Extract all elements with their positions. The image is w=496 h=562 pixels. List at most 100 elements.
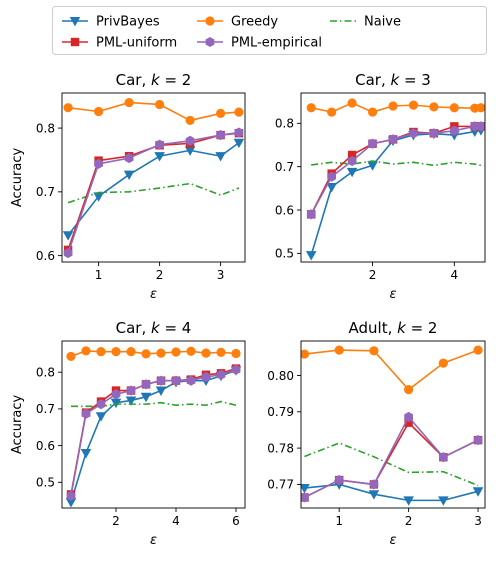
series-naive [71, 400, 237, 408]
series-line [304, 442, 479, 487]
data-point [438, 358, 448, 368]
series-line [304, 483, 479, 502]
data-point [155, 139, 164, 150]
series-line [310, 125, 481, 215]
data-point [438, 496, 449, 506]
series-line [70, 367, 237, 495]
chart-panel-3: Car, k = 4 2 4 6 0.5 0.6 0.7 0.8 ε Accuracy [10, 319, 246, 548]
data-point [438, 452, 448, 463]
series-line [311, 102, 481, 113]
data-point [126, 385, 136, 396]
data-point [367, 107, 378, 117]
data-point [449, 125, 459, 136]
data-point [124, 152, 134, 164]
data-point [388, 101, 398, 111]
data-point [216, 347, 226, 357]
data-point [369, 479, 379, 490]
series-greedy [306, 98, 485, 117]
data-point [125, 396, 137, 406]
data-point [185, 135, 195, 146]
chart-panel-1: Car, k = 2 1 2 3 0.6 0.7 0.8 ε Accuracy [10, 71, 246, 302]
data-point [473, 435, 483, 446]
data-point [347, 98, 357, 108]
y-tick-label: 0.7 [275, 160, 294, 174]
x-axis-label: ε [150, 533, 157, 548]
legend-marker [69, 16, 81, 27]
data-point [234, 107, 244, 117]
data-point [201, 348, 211, 358]
series-line [67, 182, 240, 204]
x-tick-label: 2 [112, 514, 120, 528]
y-tick-label: 0.6 [36, 439, 55, 453]
y-tick-label: 0.7 [36, 402, 55, 416]
data-point [186, 375, 196, 386]
x-axis-label: ε [389, 287, 396, 302]
x-tick-label: 3 [474, 514, 482, 528]
data-point [476, 103, 485, 113]
y-tick-label: 0.79 [267, 405, 294, 419]
series-pml-empirical [63, 127, 244, 259]
plot-area [301, 345, 484, 506]
y-tick-label: 0.8 [275, 117, 294, 131]
data-point [156, 348, 166, 358]
axes-frame [300, 340, 486, 509]
data-point [216, 369, 226, 380]
data-point [111, 347, 121, 357]
y-axis-label: Accuracy [10, 395, 25, 455]
data-point [62, 231, 74, 241]
y-tick-label: 0.8 [36, 365, 55, 379]
legend: PrivBayes Greedy Naive PML-uniform PML-empir… [52, 6, 487, 55]
data-point [201, 371, 211, 383]
legend-frame [52, 6, 487, 55]
series-pml-empirical [66, 364, 241, 501]
chart-panel-2: Car, k = 3 2 4 0.5 0.6 0.7 0.8 ε [275, 71, 486, 302]
series-line [68, 101, 239, 122]
data-point [346, 167, 358, 178]
y-tick-label: 0.5 [36, 476, 55, 490]
x-tick-label: 2 [369, 268, 377, 282]
data-point [326, 183, 337, 193]
data-point [185, 115, 195, 126]
legend-entry-naive: Naive [330, 15, 401, 30]
data-point [216, 130, 225, 141]
legend-label: Greedy [231, 15, 278, 30]
data-point [404, 411, 414, 422]
series-line [310, 129, 482, 256]
data-point [449, 103, 459, 113]
x-tick-label: 3 [217, 268, 225, 282]
legend-label: PML-empirical [231, 36, 322, 51]
data-point [368, 138, 377, 149]
data-point [327, 107, 337, 117]
series-greedy [301, 345, 483, 395]
data-point [140, 392, 152, 403]
y-axis-label: Accuracy [10, 148, 25, 208]
data-point [473, 345, 483, 355]
series-pml-uniform [66, 364, 241, 499]
legend-label: PrivBayes [96, 15, 160, 30]
data-point [126, 347, 136, 357]
series-line [70, 368, 237, 497]
data-point [306, 209, 316, 220]
chart-panel-4: Adult, k = 2 1 2 3 0.77 0.78 0.79 0.80 ε [267, 319, 486, 548]
data-point [154, 152, 165, 162]
data-point [301, 492, 309, 503]
data-point [409, 128, 418, 139]
data-point [369, 346, 379, 356]
legend-entry-privbayes: PrivBayes [62, 15, 160, 30]
y-tick-label: 0.77 [267, 478, 294, 492]
data-point [403, 496, 414, 506]
data-point [429, 128, 439, 139]
plot-area [305, 98, 485, 261]
data-point [429, 102, 439, 112]
data-point [94, 106, 104, 117]
data-point [63, 103, 73, 113]
series-privbayes [65, 366, 242, 508]
plot-area [65, 346, 242, 508]
data-point [186, 346, 196, 356]
data-point [155, 99, 165, 110]
legend-marker [70, 37, 80, 47]
y-tick-label: 0.80 [267, 369, 294, 383]
series-line [71, 400, 237, 408]
series-naive [311, 160, 482, 167]
